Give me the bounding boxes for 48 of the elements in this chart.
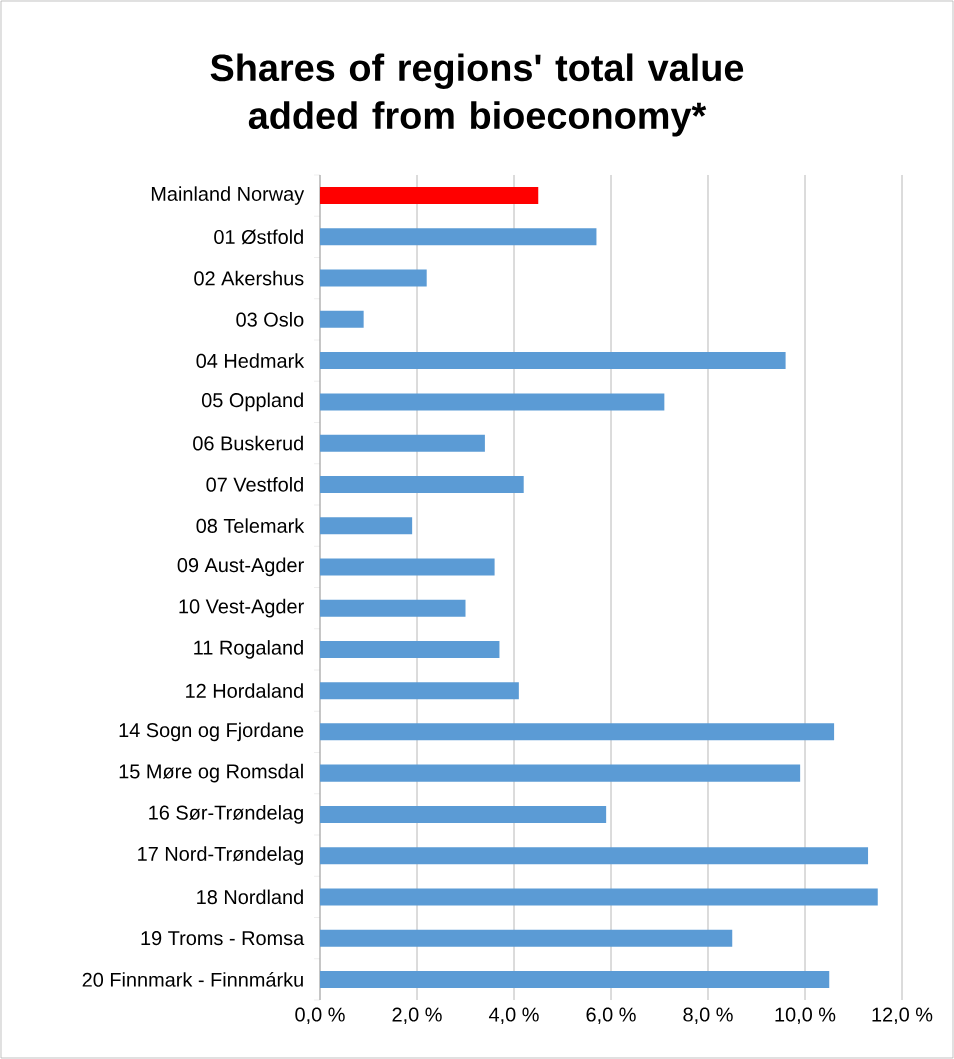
y-tick-label: 20 Finnmark - Finnmárku — [82, 971, 303, 987]
bar — [320, 269, 427, 287]
bar — [320, 517, 413, 535]
chart-title: Shares of regions' total value added from bioeconomy* — [210, 53, 744, 137]
y-tick-label: 18 Nordland — [197, 889, 303, 905]
x-tick-label: 4,0 % — [488, 1007, 539, 1024]
bar — [320, 599, 466, 617]
x-tick-label: 12,0 % — [872, 1007, 933, 1024]
bar — [320, 805, 607, 823]
bar — [320, 723, 835, 741]
y-tick-label: 06 Buskerud — [193, 435, 303, 451]
x-tick-label: 2,0 % — [392, 1007, 442, 1024]
bar — [320, 847, 869, 865]
y-tick-label: 05 Oppland — [201, 392, 303, 412]
bar — [320, 310, 364, 328]
bar — [320, 929, 733, 947]
bar — [320, 475, 524, 493]
y-tick-label: 02 Akershus — [194, 270, 304, 286]
bar — [320, 888, 878, 906]
y-tick-label: 04 Hedmark — [196, 353, 305, 368]
bar — [320, 434, 485, 452]
x-tick-label: 8,0 % — [683, 1007, 733, 1024]
x-tick-label: 0,0 % — [295, 1007, 345, 1024]
bar — [320, 228, 597, 246]
y-tick-label: 01 Østfold — [214, 229, 303, 245]
bar — [320, 352, 786, 370]
bar — [320, 187, 539, 205]
y-tick-label: 03 Oslo — [236, 312, 304, 327]
y-tick-label: 17 Nord-Trøndelag — [138, 846, 303, 865]
y-tick-label: 09 Aust-Agder — [177, 557, 304, 577]
x-tick-label: 10,0 % — [775, 1007, 836, 1024]
y-tick-label: 10 Vest-Agder — [179, 598, 304, 618]
bar — [320, 764, 801, 782]
bar — [320, 640, 500, 658]
bar — [320, 970, 830, 988]
y-tick-label: 16 Sør-Trøndelag — [149, 805, 303, 824]
y-tick-label: 07 Vestfold — [206, 477, 303, 492]
y-tick-label: 08 Telemark — [196, 518, 305, 533]
y-tick-label: 12 Hordaland — [186, 683, 303, 698]
y-tick-label: Mainland Norway — [151, 186, 305, 205]
y-tick-label: 14 Sogn og Fjordane — [119, 722, 304, 742]
bar — [320, 558, 495, 576]
bar — [320, 393, 665, 411]
y-tick-label: 19 Troms - Romsa — [141, 931, 305, 946]
x-tick-label: 6,0 % — [586, 1007, 636, 1024]
y-tick-label: 11 Rogaland — [194, 640, 303, 659]
bar — [320, 682, 519, 700]
y-tick-label: 15 Møre og Romsdal — [119, 763, 303, 783]
